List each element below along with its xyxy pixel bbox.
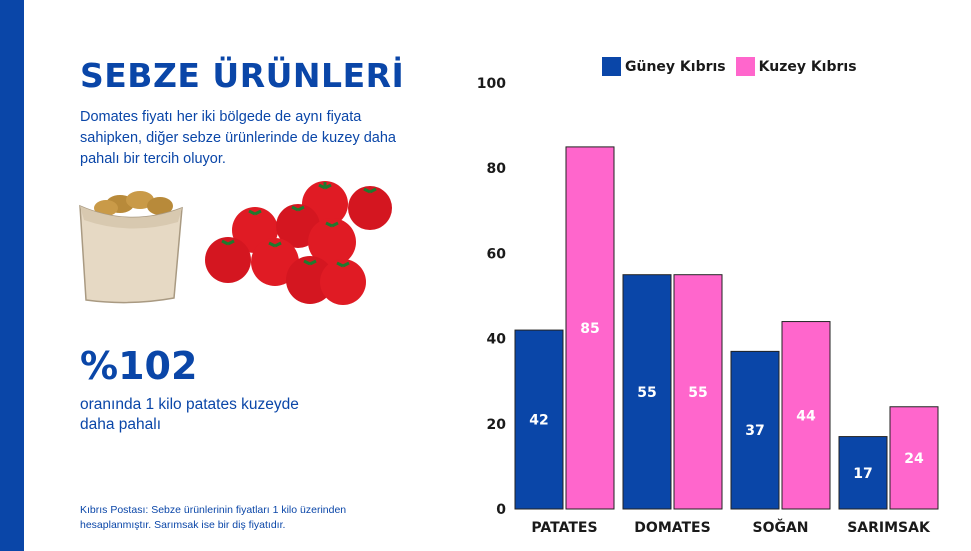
data-label: 37 xyxy=(745,423,764,439)
bar-north xyxy=(673,274,723,510)
footnote: Kıbrıs Postası: Sebze ürünlerinin fiyatl… xyxy=(80,504,347,531)
data-label: 55 xyxy=(637,385,656,401)
stat-value: %102 xyxy=(80,344,198,388)
tomatoes-icon xyxy=(205,181,392,305)
bar-north xyxy=(565,146,615,510)
y-tick-label: 0 xyxy=(496,502,506,518)
x-category-label: SARIMSAK xyxy=(847,520,931,536)
page-title: SEBZE ÜRÜNLERİ xyxy=(80,56,405,95)
data-label: 42 xyxy=(529,413,548,429)
page-subtitle: Domates fiyatı her iki bölgede de aynı f… xyxy=(80,109,396,167)
bar-south xyxy=(730,350,780,510)
legend-label-south: Güney Kıbrıs xyxy=(625,58,726,75)
data-label: 55 xyxy=(688,385,707,401)
x-category-label: SOĞAN xyxy=(752,518,808,536)
data-label: 44 xyxy=(796,408,816,424)
bar-chart: 0 20 40 60 80 100 42 85 PATATES 55 55 DOMATES 37 44 SO… xyxy=(477,76,939,536)
legend-label-north: Kuzey Kıbrıs xyxy=(758,58,857,75)
chart-legend: Güney Kıbrıs Kuzey Kıbrıs xyxy=(602,57,867,76)
legend-item-south: Güney Kıbrıs xyxy=(602,57,726,76)
vegetable-illustration xyxy=(79,181,392,305)
data-label: 24 xyxy=(904,451,924,467)
legend-item-north: Kuzey Kıbrıs xyxy=(735,57,857,76)
y-tick-label: 60 xyxy=(487,246,507,262)
bar-north xyxy=(781,321,831,510)
bar-north xyxy=(889,406,939,510)
data-label: 85 xyxy=(580,321,599,337)
x-category-label: PATATES xyxy=(531,520,597,536)
bar-south xyxy=(622,274,672,510)
data-label: 17 xyxy=(853,466,872,482)
left-accent-bar xyxy=(0,0,24,551)
y-tick-label: 20 xyxy=(487,417,507,433)
y-tick-label: 80 xyxy=(487,161,507,177)
y-tick-label: 40 xyxy=(487,332,507,348)
potato-sack-icon xyxy=(79,191,183,304)
stat-description: oranında 1 kilo patates kuzeyde daha pah… xyxy=(80,396,299,433)
bar-south xyxy=(514,329,564,510)
bar-south xyxy=(838,436,888,510)
legend-swatch-north xyxy=(735,57,755,76)
legend-swatch-south xyxy=(602,57,621,76)
y-tick-label: 100 xyxy=(477,76,506,92)
x-category-label: DOMATES xyxy=(634,520,710,536)
